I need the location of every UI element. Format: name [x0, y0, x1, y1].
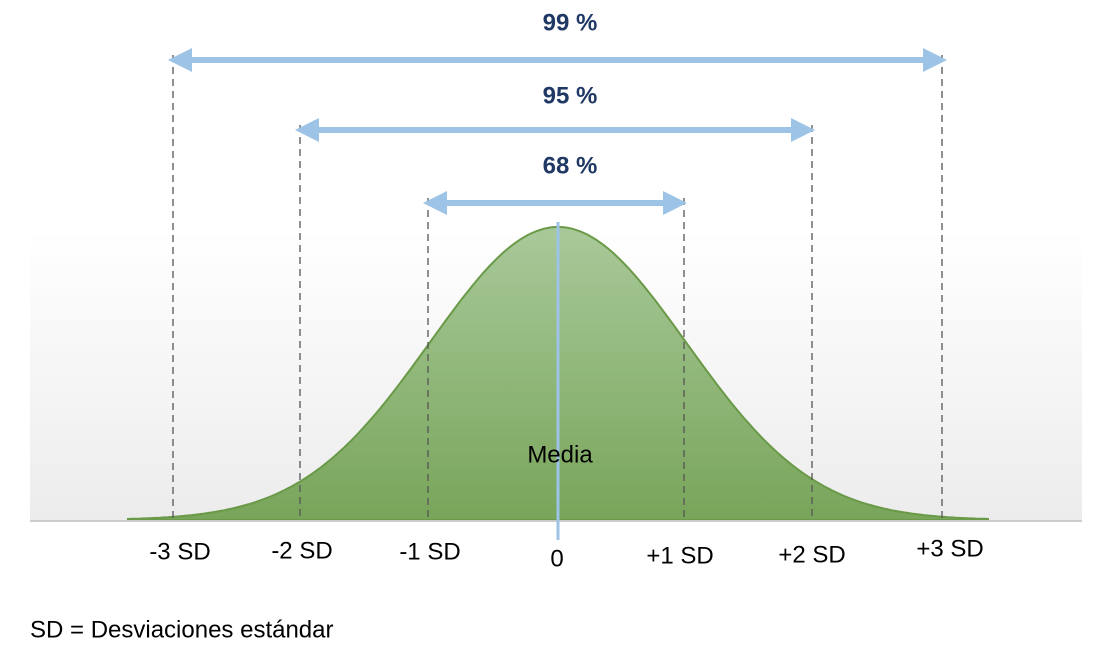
- axis-label: 0: [550, 545, 563, 572]
- mean-label: Media: [527, 441, 593, 468]
- axis-label: +2 SD: [778, 541, 845, 568]
- axis-label: +3 SD: [916, 535, 983, 562]
- range-label: 68 %: [543, 152, 598, 179]
- range-label: 95 %: [543, 82, 598, 109]
- axis-label: -2 SD: [271, 537, 332, 564]
- range-label: 99 %: [543, 9, 598, 36]
- footnote: SD = Desviaciones estándar: [30, 616, 334, 643]
- axis-label: +1 SD: [646, 542, 713, 569]
- axis-label: -1 SD: [399, 538, 460, 565]
- axis-label: -3 SD: [149, 538, 210, 565]
